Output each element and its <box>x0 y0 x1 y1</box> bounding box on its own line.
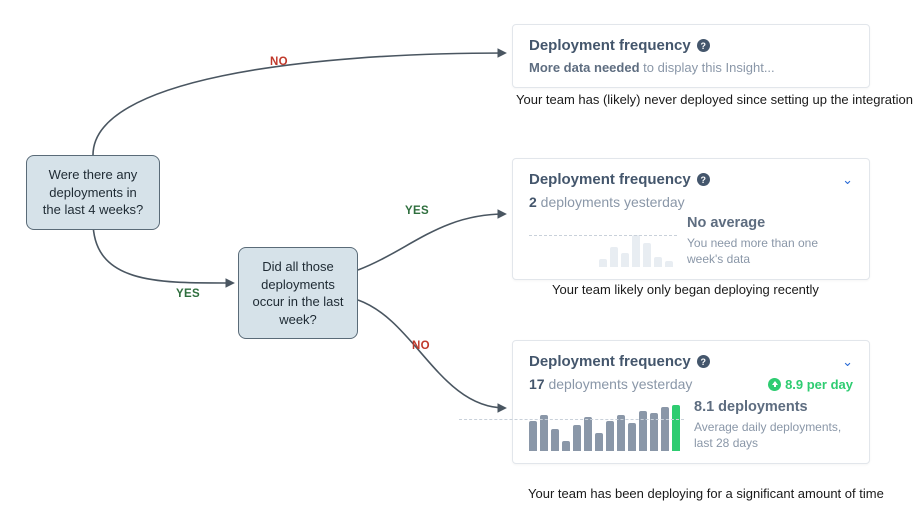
insight-card-full: Deployment frequency ? ⌄ 17 deployments … <box>512 340 870 464</box>
decision-q1: Were there any deployments in the last 4… <box>26 155 160 230</box>
card-sub-bold: More data needed <box>529 60 640 75</box>
decision-q2: Did all those deployments occur in the l… <box>238 247 358 339</box>
help-icon[interactable]: ? <box>697 173 710 186</box>
card-title-text: Deployment frequency <box>529 37 691 54</box>
summary-headline: No average <box>687 214 853 234</box>
bar <box>665 261 673 267</box>
help-icon[interactable]: ? <box>697 39 710 52</box>
up-arrow-icon <box>768 378 781 391</box>
chevron-down-icon[interactable]: ⌄ <box>842 354 853 370</box>
bar <box>654 257 662 267</box>
edge-q1-no: NO <box>270 56 288 68</box>
bar <box>621 253 629 267</box>
bar <box>595 433 603 451</box>
decision-q2-text: Did all those deployments occur in the l… <box>252 259 343 327</box>
per-day-text: 8.9 per day <box>785 377 853 392</box>
card-title-text: Deployment frequency <box>529 171 691 188</box>
insight-card-recent: Deployment frequency ? ⌄ 2 deployments y… <box>512 158 870 280</box>
card-title: Deployment frequency ? <box>529 353 710 370</box>
card-subtext: More data needed to display this Insight… <box>529 60 853 75</box>
bar <box>606 421 614 451</box>
bar-chart-recent <box>599 221 673 267</box>
edge-q1-yes: YES <box>176 288 200 300</box>
bar <box>672 405 680 451</box>
count-rest: deployments yesterday <box>545 376 693 392</box>
chevron-down-icon[interactable]: ⌄ <box>842 172 853 188</box>
bar <box>617 415 625 451</box>
bar <box>628 423 636 451</box>
bar-chart-full <box>529 405 680 451</box>
bar <box>529 421 537 451</box>
count-line: 17 deployments yesterday <box>529 376 692 392</box>
count-number: 2 <box>529 194 537 210</box>
card-title: Deployment frequency ? <box>529 37 710 54</box>
bar <box>562 441 570 451</box>
card-sub-rest: to display this Insight... <box>640 60 775 75</box>
summary-recent: No average You need more than one week's… <box>687 214 853 267</box>
caption-full: Your team has been deploying for a signi… <box>528 486 884 501</box>
summary-subline: You need more than one week's data <box>687 235 853 267</box>
bar <box>661 407 669 451</box>
per-day-badge: 8.9 per day <box>768 377 853 392</box>
bar <box>610 247 618 267</box>
summary-headline: 8.1 deployments <box>694 398 853 418</box>
bar <box>573 425 581 451</box>
count-number: 17 <box>529 376 545 392</box>
count-rest: deployments yesterday <box>537 194 685 210</box>
card-title: Deployment frequency ? <box>529 171 710 188</box>
decision-q1-text: Were there any deployments in the last 4… <box>43 167 143 217</box>
bar <box>632 235 640 267</box>
bar <box>584 417 592 451</box>
help-icon[interactable]: ? <box>697 355 710 368</box>
bar <box>551 429 559 451</box>
caption-recent: Your team likely only began deploying re… <box>552 282 819 297</box>
caption-no-data: Your team has (likely) never deployed si… <box>516 92 913 107</box>
bar <box>540 415 548 451</box>
bar <box>643 243 651 267</box>
edge-q2-no: NO <box>412 340 430 352</box>
bar <box>650 413 658 451</box>
count-line: 2 deployments yesterday <box>529 194 853 210</box>
insight-card-no-data: Deployment frequency ? More data needed … <box>512 24 870 88</box>
summary-full: 8.1 deployments Average daily deployment… <box>694 398 853 451</box>
summary-subline: Average daily deployments, last 28 days <box>694 419 853 451</box>
card-title-text: Deployment frequency <box>529 353 691 370</box>
edge-q2-yes: YES <box>405 205 429 217</box>
bar <box>599 259 607 267</box>
bar <box>639 411 647 451</box>
